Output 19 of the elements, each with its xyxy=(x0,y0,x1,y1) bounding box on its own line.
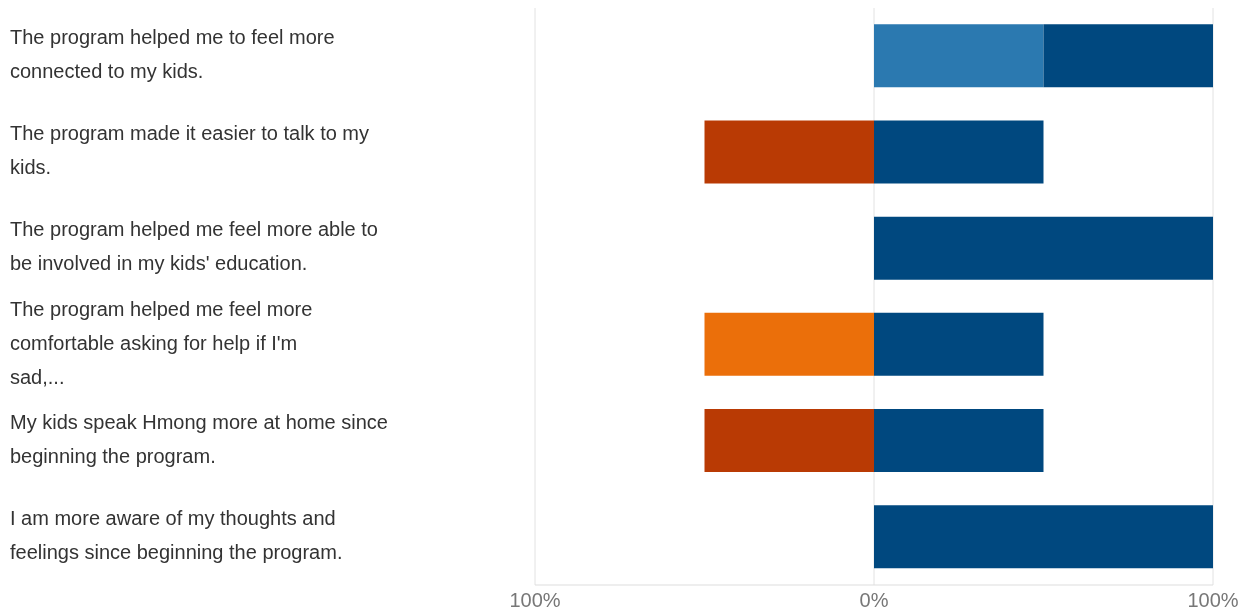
bar xyxy=(874,312,1044,376)
bar xyxy=(874,120,1044,184)
y-tick-label: The program helped me to feel more connected to my kids. xyxy=(10,26,335,83)
y-tick-label: I am more aware of my thoughts and feelings since beginning the program. xyxy=(10,507,343,564)
bar xyxy=(874,409,1044,473)
bar xyxy=(874,216,1213,280)
bar xyxy=(704,312,874,376)
bar xyxy=(704,120,874,184)
x-tick-label: 100% xyxy=(1187,589,1239,612)
x-tick-label: 100% xyxy=(509,589,561,612)
y-tick-label: The program helped me feel more able to be involved in my kids' education. xyxy=(10,218,378,275)
y-tick-label: The program made it easier to talk to my kids. xyxy=(10,122,370,179)
y-tick-label: The program helped me feel more comfortable asking for help if I'm sad,... xyxy=(10,297,313,388)
bar xyxy=(874,505,1213,569)
y-tick-label: My kids speak Hmong more at home since beginning the program. xyxy=(10,411,388,468)
bar xyxy=(704,409,874,473)
bar xyxy=(1043,24,1213,88)
bar xyxy=(874,24,1044,88)
x-tick-label: 0% xyxy=(859,589,889,612)
